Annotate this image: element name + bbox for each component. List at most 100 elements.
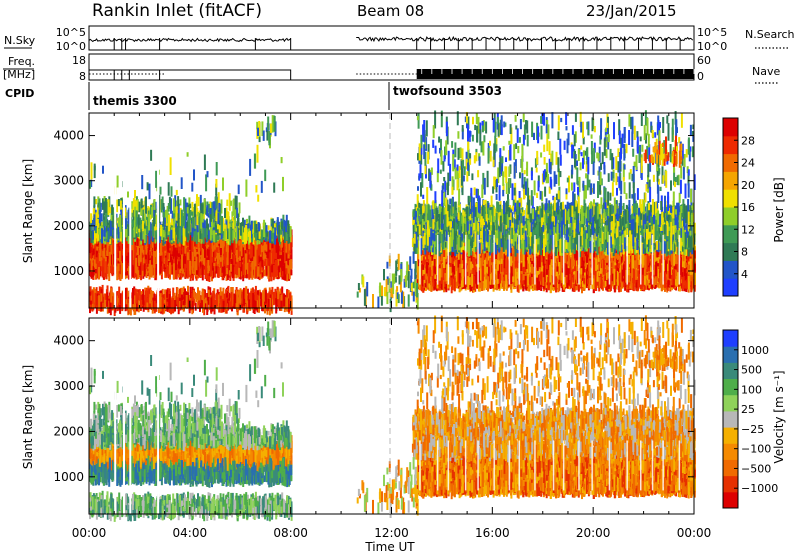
power-cell [207,171,209,177]
power-cell [98,229,100,235]
power-cell [155,171,157,188]
power-cell [270,124,272,133]
power-cell [217,253,219,264]
power-cell [266,131,268,141]
power-cell [236,250,238,258]
power-cell [189,210,191,220]
power-cell [176,250,178,256]
power-cell [96,258,98,263]
power-cell [261,181,263,193]
nave-tick-top: 60 [697,54,711,67]
power-cell [121,261,123,276]
power-cell [90,301,92,305]
power-cell [214,201,216,212]
power-cell [215,266,217,273]
power-cell [248,265,250,280]
power-cell [261,246,263,253]
power-cell [202,204,204,213]
power-cell [119,215,121,232]
power-cell [274,116,276,132]
power-cell [252,295,254,302]
power-cell [226,293,228,297]
power-cell [205,228,207,238]
power-cell [263,131,265,141]
power-cell [282,177,284,191]
power-cell [216,242,218,248]
power-cell [183,301,185,305]
power-cell [192,260,194,274]
power-cell [166,302,168,307]
power-cell [145,255,147,260]
power-cell [255,224,257,233]
power-cell [233,255,235,265]
power-cell [90,213,92,223]
power-cell [111,265,113,275]
power-cell [142,210,144,221]
power-cell [142,295,144,300]
power-cell [210,298,212,313]
power-cell [148,214,150,230]
power-cell [215,210,217,221]
power-cell [190,251,192,260]
power-cell [170,230,172,241]
power-cell [266,225,268,232]
power-cell [283,263,285,280]
power-cell [210,261,212,276]
power-cell [176,228,178,235]
power-cell [135,258,137,273]
power-cell [105,198,107,213]
power-cell [258,222,260,229]
power-cell [125,218,127,229]
power-cell [201,233,203,239]
power-cell [127,211,129,225]
power-cell [268,131,270,145]
radar-summary-plot: Rankin Inlet (fitACF) Beam 08 23/Jan/201… [0,0,800,554]
power-cell [176,190,178,195]
power-cell [220,296,222,313]
power-cell [230,264,232,272]
power-cell [231,292,233,308]
power-cell [285,221,287,232]
power-cell [257,128,259,136]
power-cell [92,291,94,304]
power-cell [275,298,277,313]
power-cell [181,254,183,270]
power-cell [206,205,208,216]
power-cell [136,210,138,226]
power-cell [235,226,237,244]
power-cell [257,145,259,163]
power-cell [243,299,245,306]
power-cell [169,294,171,309]
power-cell [249,231,251,243]
power-cell [254,154,256,169]
station-title: Rankin Inlet (fitACF) [92,1,262,21]
power-cell [212,291,214,308]
power-cell [160,225,162,237]
nsearch-label: N.Search [745,28,795,41]
power-cell [118,264,120,272]
power-cell [216,162,218,175]
cpid-panel: themis 3300 twofsound 3503 [89,82,502,110]
power-cell [112,242,114,254]
power-cell [286,297,288,311]
power-cell [119,251,121,262]
power-cell [212,209,214,220]
cpid-themis: themis 3300 [93,94,177,108]
power-cell [108,199,110,215]
power-cell [181,177,183,189]
power-cell [239,262,241,267]
power-cell [135,293,137,304]
power-cell [163,294,165,300]
power-cell [186,295,188,307]
power-cell [281,157,283,163]
power-cell [202,291,204,301]
power-cell [245,225,247,241]
cpid-twofsound: twofsound 3503 [393,84,502,98]
power-cell [194,231,196,242]
power-cell [147,182,149,190]
power-cell [171,247,173,252]
power-cell [106,231,108,240]
power-cell [278,225,280,242]
power-cell [209,208,211,214]
power-cell [217,213,219,224]
